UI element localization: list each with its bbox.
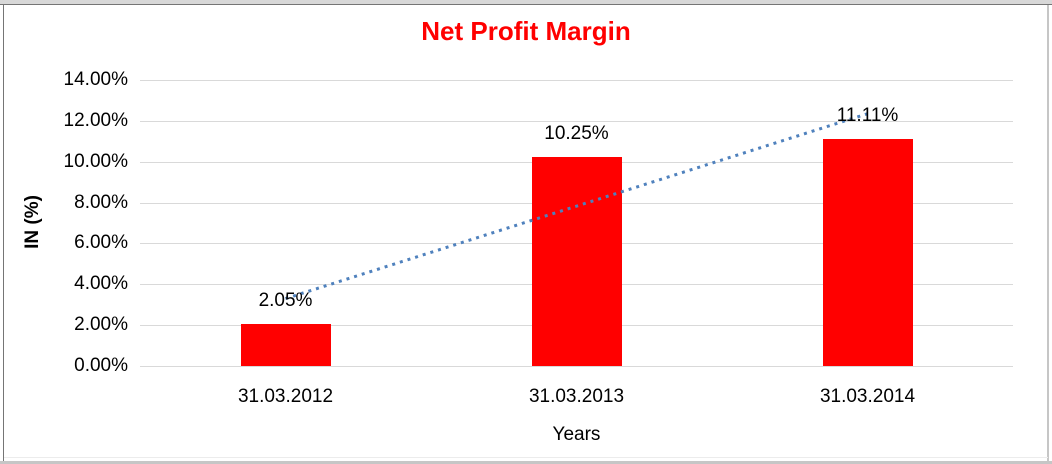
data-label-31.03.2013: 10.25% xyxy=(544,122,609,144)
gridline-0.00% xyxy=(140,366,1013,367)
bar-31.03.2012 xyxy=(240,324,331,366)
y-tick-label: 10.00% xyxy=(63,150,128,172)
y-tick-label: 2.00% xyxy=(74,314,128,336)
window-bottom-edge xyxy=(0,461,1052,464)
gridline-14.00% xyxy=(140,80,1013,81)
y-tick-label: 12.00% xyxy=(63,109,128,131)
x-tick-label-31.03.2014: 31.03.2014 xyxy=(819,386,916,407)
data-label-31.03.2012: 2.05% xyxy=(258,290,313,312)
window-right-edge xyxy=(1047,5,1049,461)
x-tick-label-31.03.2012: 31.03.2012 xyxy=(237,386,334,407)
window-top-edge xyxy=(0,0,1052,5)
y-tick-label: 4.00% xyxy=(74,273,128,295)
data-label-31.03.2014: 11.11% xyxy=(836,105,899,127)
x-tick-label-31.03.2013: 31.03.2013 xyxy=(528,386,625,407)
x-axis-title: Years xyxy=(552,424,601,445)
chart-title: Net Profit Margin xyxy=(421,16,631,46)
y-tick-label: 0.00% xyxy=(74,355,128,376)
y-tick-label: 6.00% xyxy=(74,232,128,254)
window-bottom-divider xyxy=(4,457,1048,458)
window-left-edge xyxy=(3,5,4,461)
y-tick-label: 8.00% xyxy=(74,191,128,213)
y-tick-label: 14.00% xyxy=(63,69,128,90)
